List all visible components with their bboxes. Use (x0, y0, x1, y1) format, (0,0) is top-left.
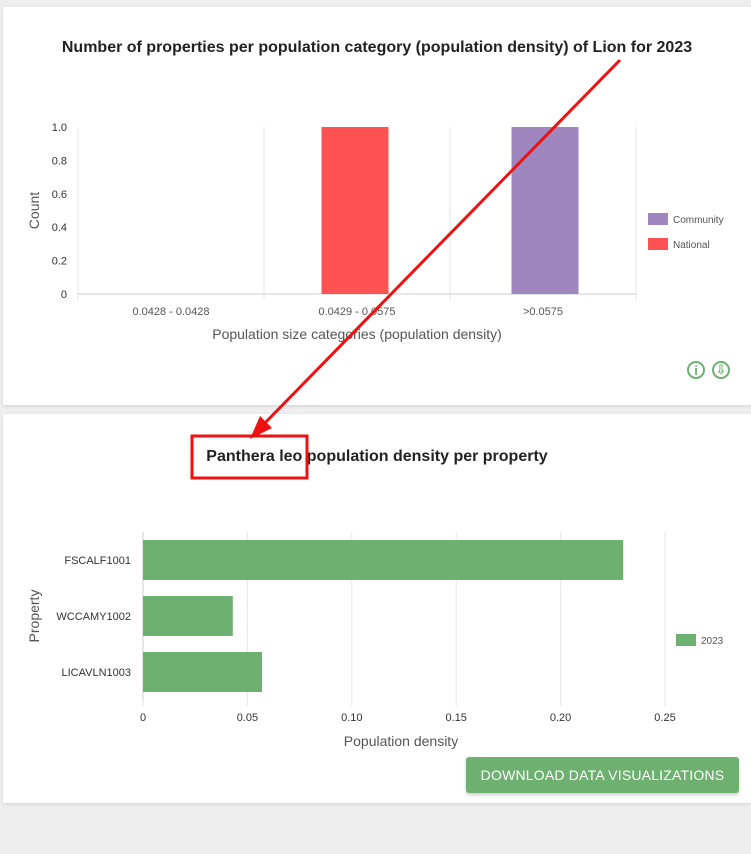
x-tick-label: 0.20 (550, 712, 571, 724)
chart-card-2: Panthera leo population density per prop… (3, 414, 751, 803)
y-axis-title: Property (26, 590, 42, 643)
chart-1: 00.20.40.60.81.00.0428 - 0.0428 0.0429 - … (26, 122, 724, 342)
y-tick-label: 1.0 (52, 122, 67, 134)
y-tick-label: 0.6 (52, 189, 67, 201)
x-tick-label: 0.10 (341, 712, 362, 724)
y-tick-label: 0.8 (52, 155, 67, 167)
annotation-overlay (190, 58, 622, 480)
x-tick-label: 0.0428 - 0.0428 (132, 306, 209, 318)
download-visualizations-button[interactable]: DOWNLOAD DATA VISUALIZATIONS (466, 757, 739, 793)
download-icon[interactable]: ⇩ (712, 361, 730, 379)
annotation-arrowhead (250, 416, 272, 439)
chart-title-2-rest: population density per property (302, 448, 548, 465)
legend-label-national: National (673, 240, 710, 251)
legend-label-2023: 2023 (701, 636, 724, 647)
x-axis-title: Population density (344, 733, 458, 749)
bar-community (511, 127, 579, 294)
legend-swatch-2023 (676, 634, 696, 646)
y-tick-label: FSCALF1001 (64, 555, 131, 567)
x-tick-label: 0.05 (237, 712, 258, 724)
bar-2023 (143, 596, 233, 636)
bar-2023 (143, 540, 624, 580)
x-tick-label: 0 (140, 712, 146, 724)
chart-title-1: Number of properties per population cate… (61, 39, 693, 56)
y-tick-label: LICAVLN1003 (61, 667, 131, 679)
x-tick-label: 0.25 (654, 712, 675, 724)
y-tick-label: WCCAMY1002 (56, 611, 131, 623)
y-tick-label: 0 (61, 289, 67, 301)
annotation-arrow-line (260, 58, 622, 428)
legend-label-community: Community (673, 215, 724, 226)
bar-national (321, 127, 389, 294)
bar-2023 (143, 652, 263, 692)
legend-swatch-community (648, 213, 668, 225)
x-axis-title: Population size categories (population d… (212, 326, 502, 342)
chart-title-2-species: Panthera leo (206, 448, 303, 465)
y-tick-label: 0.2 (52, 256, 67, 268)
x-tick-label: >0.0575 (523, 306, 563, 318)
chart-2: 0 0.05 0.10 0.15 0.20 0.25 FSCALF1001 WCCAMY100… (26, 532, 724, 749)
info-icon[interactable]: i (687, 361, 705, 379)
y-axis-title: Count (26, 192, 42, 229)
chart-card-1: Number of properties per population cate… (3, 7, 751, 405)
legend-swatch-national (648, 238, 668, 250)
x-tick-label: 0.15 (445, 712, 466, 724)
annotation-highlight-box (190, 434, 309, 480)
y-tick-label: 0.4 (52, 222, 67, 234)
chart-title-2: Panthera leo population density per prop… (3, 448, 751, 466)
